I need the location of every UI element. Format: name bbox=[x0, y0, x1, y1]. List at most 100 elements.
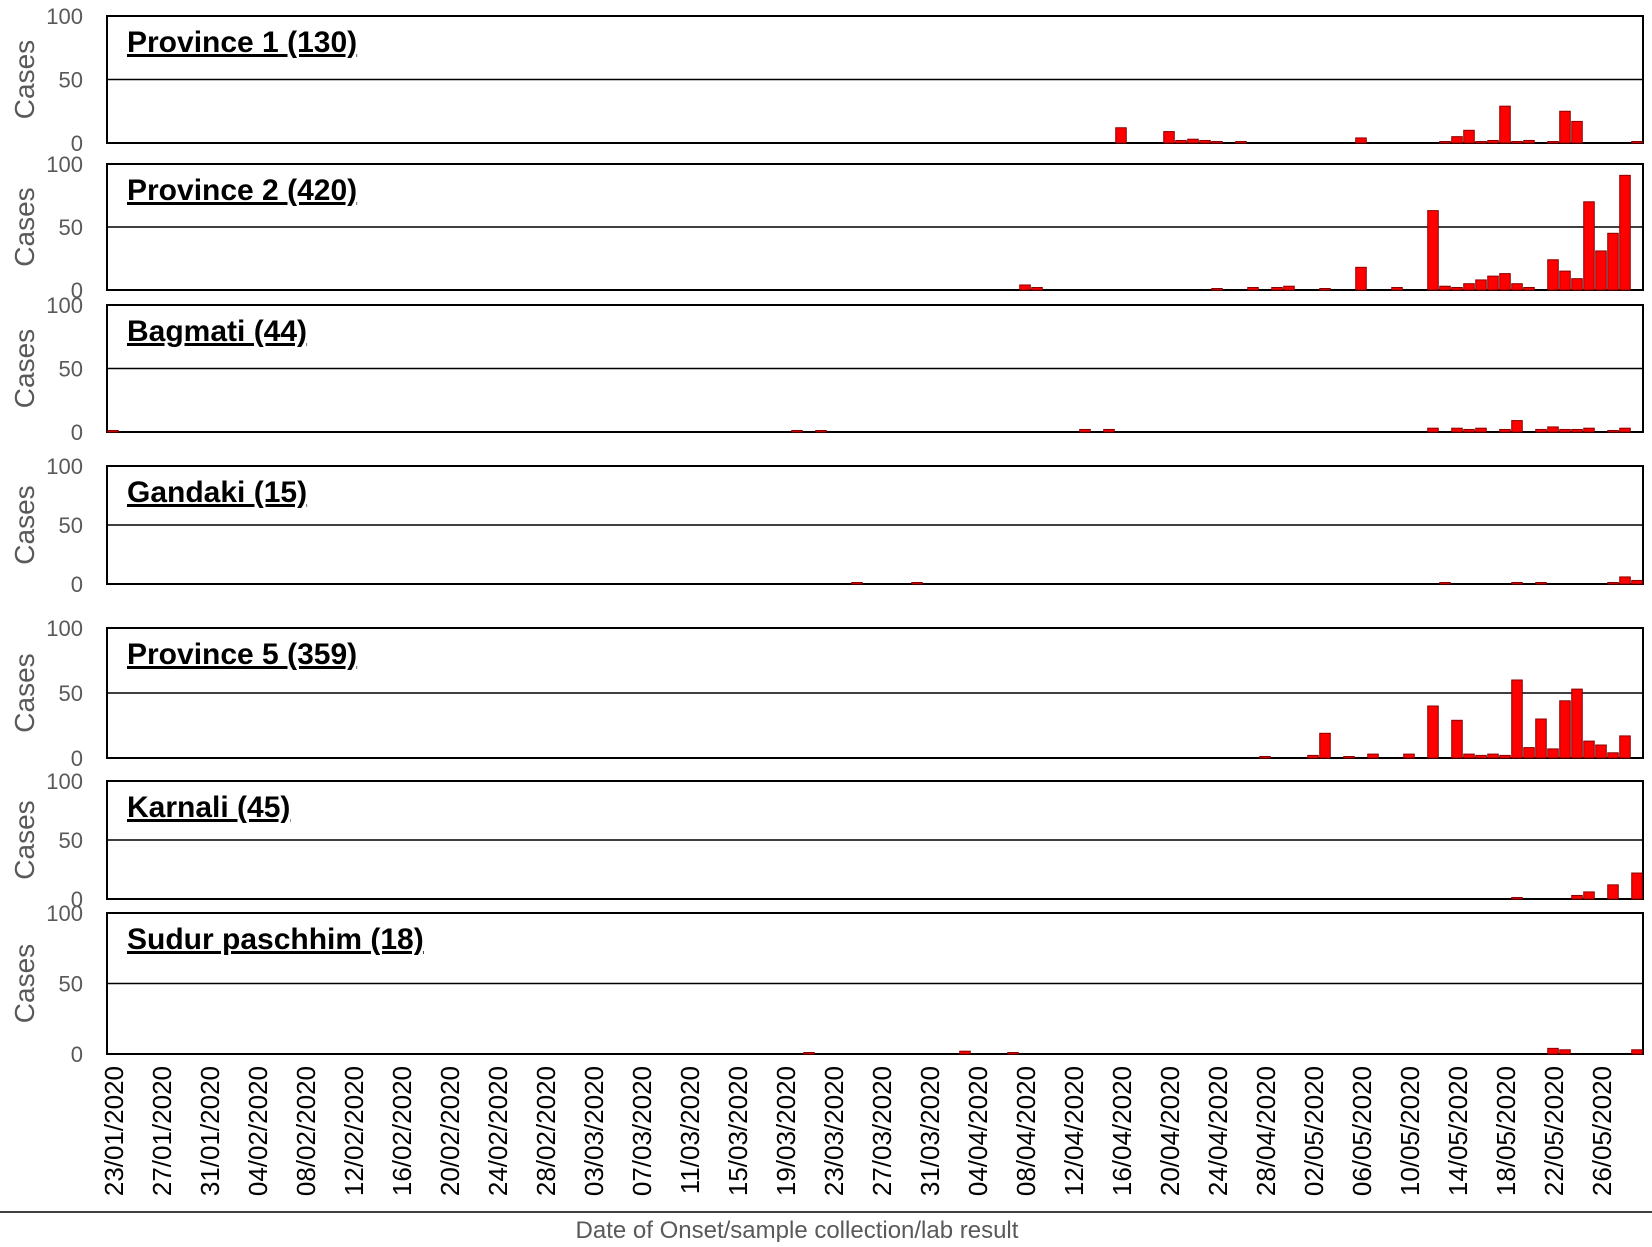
bar bbox=[1595, 744, 1607, 759]
bar bbox=[1607, 884, 1619, 900]
y-tick-label: 100 bbox=[46, 4, 83, 29]
bar bbox=[1499, 105, 1511, 144]
x-tick-label: 06/05/2020 bbox=[1347, 1066, 1377, 1196]
x-tick-label: 11/03/2020 bbox=[675, 1066, 705, 1194]
bar bbox=[1451, 136, 1463, 144]
bar bbox=[1511, 420, 1523, 433]
x-tick-label: 12/04/2020 bbox=[1059, 1066, 1089, 1196]
y-axis-label: Cases bbox=[9, 800, 40, 879]
bar bbox=[1319, 288, 1331, 291]
bar bbox=[1451, 427, 1463, 433]
bar bbox=[1427, 705, 1439, 759]
bar bbox=[1607, 582, 1619, 585]
x-tick-label: 04/02/2020 bbox=[243, 1066, 273, 1196]
y-tick-label: 0 bbox=[71, 131, 83, 156]
bar bbox=[1391, 286, 1403, 291]
x-tick-label: 20/04/2020 bbox=[1155, 1066, 1185, 1196]
bar bbox=[1511, 283, 1523, 291]
bar bbox=[1511, 897, 1523, 900]
x-tick-label: 15/03/2020 bbox=[723, 1066, 753, 1196]
bar bbox=[1475, 279, 1487, 291]
bar bbox=[1499, 273, 1511, 291]
bar bbox=[1619, 427, 1631, 433]
y-tick-label: 50 bbox=[59, 513, 83, 538]
y-tick-label: 0 bbox=[71, 746, 83, 771]
bar bbox=[1523, 286, 1535, 291]
y-axis-label: Cases bbox=[9, 944, 40, 1023]
bar bbox=[1211, 288, 1223, 291]
bar bbox=[1631, 1049, 1643, 1055]
bar bbox=[1355, 137, 1367, 144]
bar bbox=[911, 582, 923, 585]
bar bbox=[1559, 428, 1571, 433]
bar bbox=[1403, 753, 1415, 759]
bar bbox=[1607, 752, 1619, 759]
x-tick-label: 26/05/2020 bbox=[1587, 1066, 1617, 1196]
bar bbox=[1511, 141, 1523, 144]
bar bbox=[1463, 283, 1475, 291]
y-tick-label: 50 bbox=[59, 972, 83, 997]
bar bbox=[959, 1050, 971, 1055]
bar bbox=[1163, 131, 1175, 144]
bar bbox=[1367, 753, 1379, 759]
bar bbox=[1187, 138, 1199, 144]
x-tick-label: 14/05/2020 bbox=[1443, 1066, 1473, 1196]
y-tick-label: 50 bbox=[59, 215, 83, 240]
bar bbox=[1283, 285, 1295, 291]
bar bbox=[1583, 891, 1595, 900]
x-tick-label: 12/02/2020 bbox=[339, 1066, 369, 1196]
bar bbox=[1235, 141, 1247, 144]
bar bbox=[1607, 232, 1619, 291]
bar bbox=[1583, 427, 1595, 433]
bar bbox=[1199, 139, 1211, 144]
y-axis-label: Cases bbox=[9, 329, 40, 408]
bar bbox=[1535, 428, 1547, 433]
panel-title: Province 2 (420) bbox=[127, 174, 357, 207]
bar bbox=[1319, 732, 1331, 759]
y-tick-label: 50 bbox=[59, 68, 83, 93]
y-axis-label: Cases bbox=[9, 40, 40, 119]
x-tick-label: 31/01/2020 bbox=[195, 1066, 225, 1196]
bar bbox=[1583, 740, 1595, 759]
bar bbox=[1535, 582, 1547, 585]
bar bbox=[1343, 756, 1355, 759]
bar bbox=[1511, 679, 1523, 759]
y-tick-label: 0 bbox=[71, 278, 83, 303]
bar bbox=[1547, 1047, 1559, 1055]
bar bbox=[1547, 748, 1559, 759]
y-axis-label: Cases bbox=[9, 187, 40, 266]
bar bbox=[1619, 735, 1631, 759]
bar bbox=[1007, 1052, 1019, 1055]
x-tick-label: 18/05/2020 bbox=[1491, 1066, 1521, 1196]
x-tick-label: 16/04/2020 bbox=[1107, 1066, 1137, 1196]
bar bbox=[1595, 250, 1607, 291]
x-tick-label: 28/02/2020 bbox=[531, 1066, 561, 1196]
bar bbox=[1559, 700, 1571, 759]
panel-title: Gandaki (15) bbox=[127, 476, 307, 509]
bar bbox=[1571, 428, 1583, 433]
bar bbox=[1619, 174, 1631, 291]
panel-title: Province 1 (130) bbox=[127, 26, 357, 59]
bar bbox=[1559, 1049, 1571, 1055]
x-tick-label: 27/03/2020 bbox=[867, 1066, 897, 1196]
bar bbox=[1631, 141, 1643, 144]
x-tick-label: 08/02/2020 bbox=[291, 1066, 321, 1196]
y-axis-label: Cases bbox=[9, 653, 40, 732]
bar bbox=[1175, 139, 1187, 144]
bar bbox=[1511, 582, 1523, 585]
bar bbox=[1079, 428, 1091, 433]
bar bbox=[1439, 285, 1451, 291]
x-tick-label: 27/01/2020 bbox=[147, 1066, 177, 1196]
y-tick-label: 50 bbox=[59, 357, 83, 382]
y-tick-label: 0 bbox=[71, 887, 83, 912]
bar bbox=[1535, 718, 1547, 759]
y-tick-label: 100 bbox=[46, 293, 83, 318]
x-tick-label: 08/04/2020 bbox=[1011, 1066, 1041, 1196]
bar bbox=[1571, 688, 1583, 759]
x-tick-label: 31/03/2020 bbox=[915, 1066, 945, 1196]
x-tick-label: 04/04/2020 bbox=[963, 1066, 993, 1196]
bar bbox=[1571, 120, 1583, 144]
x-tick-label: 07/03/2020 bbox=[627, 1066, 657, 1196]
bar bbox=[1559, 270, 1571, 291]
